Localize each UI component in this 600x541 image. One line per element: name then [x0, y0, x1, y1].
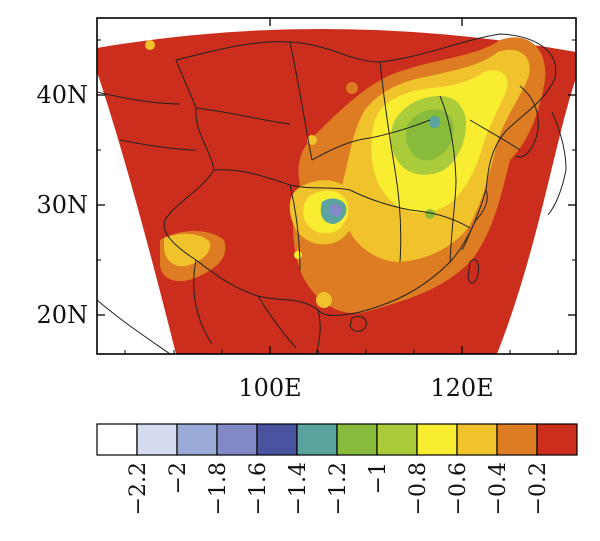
map-panel	[97, 18, 576, 354]
contour-teal-north	[430, 115, 440, 129]
colorbar-label: −2	[166, 462, 191, 494]
map-frame	[96, 17, 577, 355]
colorbar-label: −0.6	[446, 462, 471, 515]
province-line	[439, 95, 457, 263]
colorbar-swatch	[96, 423, 138, 456]
colorbar-swatch	[416, 423, 458, 456]
lon-tick-label: 120E	[430, 374, 493, 402]
province-line	[289, 41, 313, 161]
contour-gold-west	[164, 233, 211, 267]
contour-spot	[346, 82, 358, 94]
colorbar-swatch	[216, 423, 258, 456]
lat-tick-label: 40N	[36, 81, 88, 109]
contour-green	[405, 109, 454, 161]
colorbar-swatch	[336, 423, 378, 456]
coastline-indochina	[193, 259, 321, 354]
contour-fields	[145, 37, 546, 314]
boundary-lines	[97, 33, 567, 354]
coastline-sea	[97, 299, 171, 354]
coastline-korea	[515, 85, 539, 158]
colorbar-label: −0.2	[526, 462, 551, 515]
colorbar-swatch	[136, 423, 178, 456]
colorbar-label: −0.8	[406, 462, 431, 515]
country-line	[97, 91, 181, 105]
province-line	[195, 107, 291, 125]
china-outline	[163, 33, 557, 316]
island-taiwan	[467, 259, 479, 284]
colorbar-label: −1.2	[326, 462, 351, 515]
colorbar-label: −1.6	[246, 462, 271, 515]
province-line	[311, 119, 431, 161]
province-line	[379, 61, 402, 263]
province-line	[349, 189, 471, 229]
colorbar-swatch	[456, 423, 498, 456]
contour-spot	[425, 209, 435, 219]
colorbar-swatch	[256, 423, 298, 456]
coastline-japan	[547, 111, 567, 216]
colorbar-labels: −2.2 −2 −1.8 −1.6 −1.4 −1.2 −1 −0.8 −0.6 −0.4 −0.2	[126, 462, 551, 515]
island-hainan	[349, 315, 367, 332]
colorbar	[96, 423, 578, 456]
country-line	[119, 139, 197, 151]
lon-axis: 100E 120E	[238, 374, 493, 402]
province-line	[289, 184, 301, 271]
colorbar-label: −1.4	[286, 462, 311, 515]
contour-spot	[316, 292, 332, 308]
lat-tick-label: 20N	[36, 301, 88, 329]
lat-axis: 40N 30N 20N	[36, 81, 88, 329]
colorbar-swatch	[296, 423, 338, 456]
province-line	[213, 169, 351, 191]
lon-tick-label: 100E	[238, 374, 301, 402]
colorbar-swatch	[176, 423, 218, 456]
colorbar-swatch	[536, 423, 578, 456]
colorbar-label: −1	[366, 462, 391, 494]
coastline	[461, 189, 488, 251]
contour-spot	[307, 135, 317, 145]
contour-spot	[145, 40, 155, 50]
colorbar-label: −2.2	[126, 462, 151, 515]
colorbar-swatch	[376, 423, 418, 456]
contour-blue-sichuan	[329, 203, 342, 217]
colorbar-label: −1.8	[206, 462, 231, 515]
colorbar-label: −0.4	[486, 462, 511, 515]
province-line	[469, 119, 521, 151]
contour-spot	[294, 251, 302, 259]
colorbar-swatch	[496, 423, 538, 456]
lat-tick-label: 30N	[36, 191, 88, 219]
